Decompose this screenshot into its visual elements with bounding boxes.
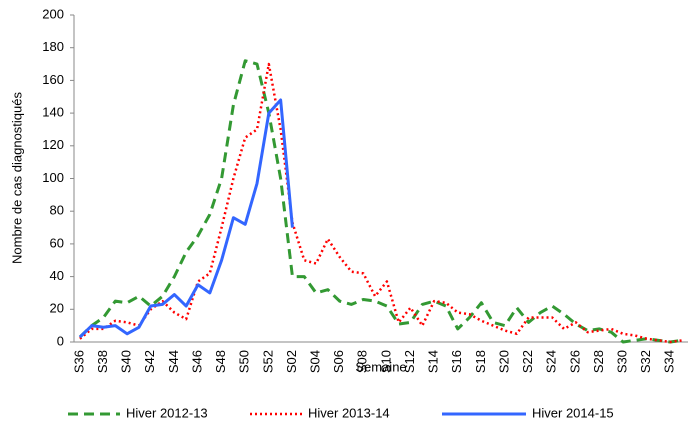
x-tick-label: S30 [614,350,629,373]
series-line [78,98,294,339]
x-tick-label: S14 [426,350,441,373]
x-tick-label: S06 [331,350,346,373]
y-tick-label: 200 [42,6,64,21]
x-tick-label: S38 [95,350,110,373]
x-tick-label: S22 [520,350,535,373]
y-tick-label: 100 [42,170,64,185]
y-tick-label: 140 [42,105,64,120]
legend-label: Hiver 2014-15 [532,405,614,420]
series-line [79,62,683,344]
x-tick-label: S04 [307,350,322,373]
x-tick-label: S36 [71,350,86,373]
y-tick-label: 120 [42,137,64,152]
y-tick-label: 40 [50,268,64,283]
x-tick-label: S32 [638,350,653,373]
x-tick-label: S10 [378,350,393,373]
x-tick-label: S40 [119,350,134,373]
x-tick-label: S26 [567,350,582,373]
x-axis-title: Semaine [355,359,406,374]
y-tick-label: 80 [50,203,64,218]
y-axis-title: Nombre de cas diagnostiqués [9,92,24,264]
legend-label: Hiver 2012-13 [126,405,208,420]
x-tick-label: S46 [189,350,204,373]
x-tick-label: S20 [496,350,511,373]
series-line [78,59,683,344]
x-tick-label: S48 [213,350,228,373]
y-tick-label: 0 [57,333,64,348]
x-tick-label: S24 [544,350,559,373]
x-tick-label: S08 [355,350,370,373]
x-tick-label: S34 [662,350,677,373]
x-tick-label: S28 [591,350,606,373]
x-tick-label: S52 [260,350,275,373]
y-tick-label: 20 [50,301,64,316]
x-tick-label: S16 [449,350,464,373]
x-tick-label: S50 [237,350,252,373]
x-tick-label: S12 [402,350,417,373]
y-tick-label: 160 [42,72,64,87]
y-tick-label: 180 [42,39,64,54]
legend-label: Hiver 2013-14 [308,405,390,420]
x-tick-label: S18 [473,350,488,373]
x-tick-label: S02 [284,350,299,373]
y-tick-label: 60 [50,235,64,250]
x-tick-label: S42 [142,350,157,373]
x-tick-label: S44 [166,350,181,373]
